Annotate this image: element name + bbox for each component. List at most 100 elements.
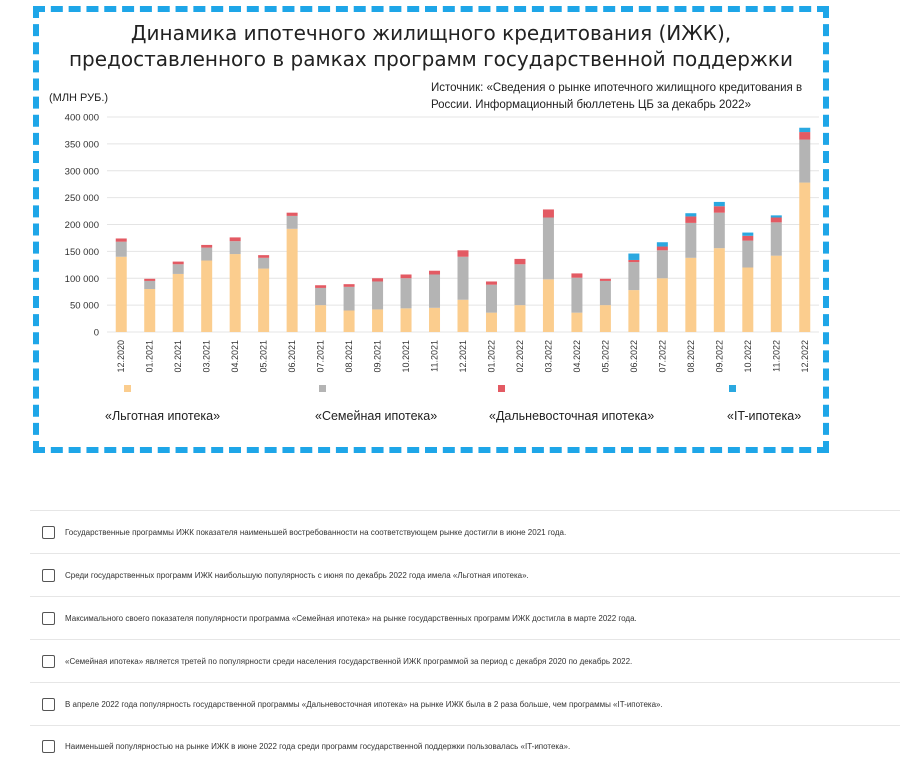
bar-segment bbox=[400, 274, 412, 279]
bar-segment bbox=[713, 206, 725, 213]
x-tick-label: 08.2022 bbox=[686, 340, 696, 373]
bar-segment bbox=[628, 259, 640, 263]
answer-checkbox[interactable] bbox=[42, 525, 55, 539]
legend-swatch bbox=[729, 385, 736, 392]
question-text: Среди государственных программ ИЖК наибо… bbox=[65, 570, 529, 580]
bar-segment bbox=[229, 237, 241, 242]
y-tick-label: 300 000 bbox=[65, 166, 99, 177]
bar-segment bbox=[599, 280, 611, 306]
bar-segment bbox=[799, 182, 811, 332]
bar-segment bbox=[286, 212, 298, 216]
y-tick-label: 350 000 bbox=[65, 139, 99, 150]
answer-checkbox[interactable] bbox=[42, 568, 55, 582]
x-tick-label: 12.2020 bbox=[116, 340, 126, 373]
legend-label: «IT-ипотека» bbox=[727, 409, 802, 423]
chart-title-line-1: Динамика ипотечного жилищного кредитован… bbox=[130, 21, 732, 45]
question-item[interactable]: Наименьшей популярностью на рынке ИЖК в … bbox=[30, 725, 900, 762]
bar-segment bbox=[571, 277, 583, 313]
x-tick-label: 10.2021 bbox=[401, 340, 411, 373]
bar-segment bbox=[372, 281, 384, 310]
bar-segment bbox=[656, 246, 668, 251]
bar-segment bbox=[115, 238, 127, 242]
x-tick-label: 11.2022 bbox=[771, 340, 781, 372]
answer-checkbox[interactable] bbox=[42, 654, 55, 668]
answer-checkbox[interactable] bbox=[42, 611, 55, 625]
stacked-bar-chart: 400 000 350 000 300 000 250 000 200 000 150 0… bbox=[65, 113, 819, 392]
x-tick-label: 09.2022 bbox=[714, 340, 724, 373]
bar-segment bbox=[258, 268, 270, 332]
bar-segment bbox=[799, 139, 811, 183]
x-tick-label: 08.2021 bbox=[344, 340, 354, 373]
x-tick-label: 11.2021 bbox=[430, 340, 440, 372]
x-tick-label: 09.2021 bbox=[373, 340, 383, 373]
x-tick-label: 02.2021 bbox=[173, 340, 183, 373]
question-item[interactable]: В апреле 2022 года популярность государс… bbox=[30, 682, 900, 725]
question-item[interactable]: Государственные программы ИЖК показателя… bbox=[30, 510, 900, 553]
bar-segment bbox=[713, 212, 725, 249]
question-item[interactable]: Максимального своего показателя популярн… bbox=[30, 596, 900, 639]
bar-segment bbox=[400, 278, 412, 309]
bar-segment bbox=[542, 279, 554, 332]
bar-segment bbox=[229, 241, 241, 255]
legend-label: «Дальневосточная ипотека» bbox=[489, 409, 655, 423]
bar-segment bbox=[372, 278, 384, 282]
legend-swatch bbox=[319, 385, 326, 392]
x-tick-label: 07.2022 bbox=[657, 340, 667, 373]
bar-segment bbox=[457, 250, 469, 257]
x-tick-label: 05.2021 bbox=[259, 340, 269, 373]
bar-segment bbox=[656, 250, 668, 279]
chart-title-line-2: предоставленного в рамках программ госуд… bbox=[68, 47, 794, 71]
bar-segment bbox=[514, 264, 526, 306]
bar-segment bbox=[457, 299, 469, 332]
bar-segment bbox=[172, 273, 184, 332]
y-axis-unit-label: (МЛН РУБ.) bbox=[49, 92, 109, 104]
bar-segment bbox=[144, 280, 156, 289]
bar-segment bbox=[201, 260, 213, 332]
bar-segment bbox=[343, 284, 355, 287]
x-tick-label: 06.2022 bbox=[629, 340, 639, 373]
bar-segment bbox=[372, 309, 384, 332]
bar-segment bbox=[571, 273, 583, 278]
y-tick-label: 50 000 bbox=[70, 301, 99, 312]
question-text: Максимального своего показателя популярн… bbox=[65, 613, 637, 623]
bar-segment bbox=[144, 278, 156, 281]
answer-checkbox[interactable] bbox=[42, 740, 55, 753]
bar-segment bbox=[542, 217, 554, 280]
bar-segment bbox=[315, 305, 327, 332]
legend-swatch bbox=[498, 385, 505, 392]
bar-segment bbox=[599, 278, 611, 281]
y-tick-label: 400 000 bbox=[65, 113, 99, 124]
bar-segment bbox=[571, 312, 583, 332]
bar-segment bbox=[258, 257, 270, 269]
y-tick-label: 100 000 bbox=[65, 274, 99, 285]
x-tick-label: 12.2022 bbox=[800, 340, 810, 373]
bar-segment bbox=[514, 305, 526, 332]
x-tick-label: 12.2021 bbox=[458, 340, 468, 373]
bar-segment bbox=[599, 305, 611, 332]
x-tick-label: 06.2021 bbox=[287, 340, 297, 373]
question-text: Государственные программы ИЖК показателя… bbox=[65, 527, 567, 537]
y-tick-label: 200 000 bbox=[65, 220, 99, 231]
bar-segment bbox=[742, 235, 754, 241]
bar-segment bbox=[201, 247, 213, 261]
bar-segment bbox=[685, 222, 697, 258]
question-item[interactable]: Среди государственных программ ИЖК наибо… bbox=[30, 553, 900, 596]
bar-segment bbox=[429, 274, 441, 308]
x-tick-label: 05.2022 bbox=[600, 340, 610, 373]
bar-segment bbox=[628, 253, 640, 260]
bar-segment bbox=[429, 270, 441, 275]
question-text: «Семейная ипотека» является третей по по… bbox=[65, 656, 633, 666]
question-item[interactable]: «Семейная ипотека» является третей по по… bbox=[30, 639, 900, 682]
question-text: В апреле 2022 года популярность государс… bbox=[65, 699, 663, 709]
bar-segment bbox=[343, 310, 355, 332]
legend-swatch bbox=[124, 385, 131, 392]
bar-segment bbox=[685, 213, 697, 217]
y-tick-label: 150 000 bbox=[65, 247, 99, 258]
x-tick-label: 02.2022 bbox=[515, 340, 525, 373]
bar-segment bbox=[229, 254, 241, 332]
bar-segment bbox=[172, 261, 184, 265]
x-tick-label: 03.2022 bbox=[543, 340, 553, 373]
bar-segment bbox=[656, 278, 668, 332]
answer-checkbox[interactable] bbox=[42, 697, 55, 711]
x-tick-label: 01.2022 bbox=[486, 340, 496, 373]
